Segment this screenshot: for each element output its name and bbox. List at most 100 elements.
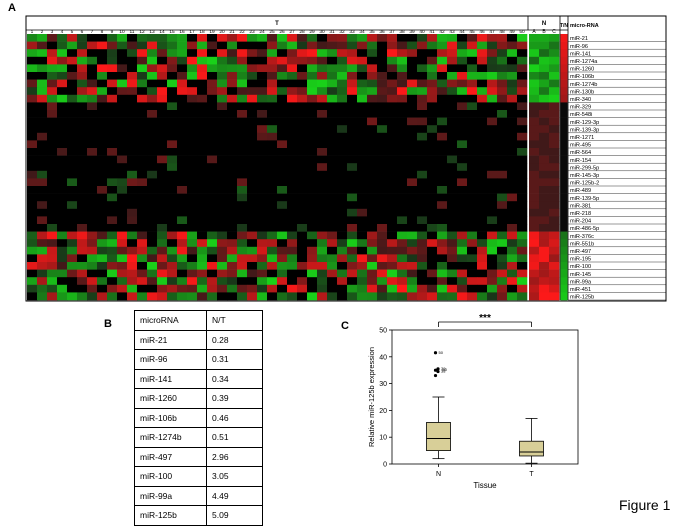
heatmap-cell-normal (539, 72, 550, 80)
heatmap-cell (357, 277, 368, 286)
heatmap-cell (107, 72, 118, 80)
heatmap-cell (77, 64, 88, 73)
heatmap-cell (227, 117, 238, 126)
heatmap-cell (487, 269, 498, 278)
heatmap-cell (67, 208, 78, 217)
heatmap-cell (197, 148, 208, 156)
heatmap-cell-normal (549, 64, 560, 73)
heatmap-cell (387, 216, 398, 225)
heatmap-cell (477, 155, 488, 164)
heatmap-cell (257, 224, 268, 232)
heatmap-cell (467, 163, 478, 172)
heatmap-cell (427, 72, 438, 80)
heatmap-cell (347, 254, 358, 263)
ratio-cell: 0.46 (206, 407, 263, 428)
heatmap-cell (67, 201, 78, 210)
heatmap-cell (77, 216, 88, 225)
heatmap-cell (307, 246, 318, 255)
heatmap-cell (47, 132, 58, 141)
heatmap-cell (267, 132, 278, 141)
heatmap-cell (97, 41, 108, 50)
heatmap-cell (197, 292, 208, 301)
heatmap-cell (357, 284, 368, 293)
heatmap-cell-normal (529, 87, 540, 96)
heatmap-cell (177, 79, 188, 88)
heatmap-cell (457, 125, 468, 134)
heatmap-cell (137, 132, 148, 141)
heatmap-cell (207, 148, 218, 156)
heatmap-cell (77, 56, 88, 65)
heatmap-cell (27, 246, 38, 255)
heatmap-cell (67, 155, 78, 164)
heatmap-cell (217, 269, 228, 278)
heatmap-cell (317, 34, 328, 42)
heatmap-cell (397, 163, 408, 172)
heatmap-cell (117, 269, 128, 278)
heatmap-cell (467, 277, 478, 286)
ratio-cell: 0.51 (206, 427, 263, 448)
heatmap-cell (477, 246, 488, 255)
heatmap-cell (117, 284, 128, 293)
heatmap-cell (387, 163, 398, 172)
heatmap-cell (337, 155, 348, 164)
heatmap-cell (157, 163, 168, 172)
heatmap-cell (327, 277, 338, 286)
heatmap-cell (297, 140, 308, 149)
heatmap-cell (107, 186, 118, 194)
tn-ratio-cell (560, 163, 568, 172)
mirna-label: miR-1274b (570, 82, 597, 88)
heatmap-cell (517, 110, 528, 118)
heatmap-cell (187, 72, 198, 80)
heatmap-cell (397, 87, 408, 96)
heatmap-cell-normal (549, 117, 560, 126)
table-header: microRNA N/T (134, 310, 263, 331)
heatmap-cell (207, 163, 218, 172)
heatmap-cell (387, 269, 398, 278)
heatmap-cell (197, 269, 208, 278)
heatmap-cell (507, 284, 518, 293)
heatmap-cell-normal (529, 94, 540, 103)
heatmap-cell (267, 110, 278, 118)
heatmap-cell (357, 224, 368, 232)
heatmap-cell (467, 49, 478, 58)
heatmap-cell (257, 269, 268, 278)
heatmap-cell (277, 79, 288, 88)
heatmap-cell (397, 178, 408, 187)
x-tick-label: N (436, 471, 441, 478)
heatmap-cell (187, 277, 198, 286)
tn-ratio-cell (560, 72, 568, 80)
heatmap-cell (137, 224, 148, 232)
heatmap-cell-normal (549, 292, 560, 301)
heatmap-cell (277, 224, 288, 232)
heatmap-cell (167, 94, 178, 103)
y-tick-label: 40 (379, 354, 387, 361)
heatmap-cell (247, 49, 258, 58)
heatmap-cell (147, 34, 158, 42)
heatmap-cell (497, 262, 508, 270)
heatmap-cell (37, 178, 48, 187)
heatmap-cell (487, 292, 498, 301)
heatmap-cell (47, 231, 58, 240)
heatmap-cell (237, 155, 248, 164)
mirna-cell: miR-99a (134, 485, 207, 506)
heatmap-cell (267, 178, 278, 187)
heatmap-cell (47, 284, 58, 293)
heatmap-cell (167, 170, 178, 179)
heatmap-cell (307, 49, 318, 58)
heatmap-cell (217, 224, 228, 232)
heatmap-cell (97, 292, 108, 301)
heatmap-cell (257, 231, 268, 240)
heatmap-cell (397, 72, 408, 80)
heatmap-cell (487, 34, 498, 42)
heatmap-cell (357, 94, 368, 103)
heatmap-cell (147, 284, 158, 293)
heatmap-cell (87, 72, 98, 80)
mirna-label: miR-381 (570, 203, 591, 209)
heatmap-cell (137, 110, 148, 118)
heatmap-cell (497, 56, 508, 65)
heatmap-cell (177, 292, 188, 301)
heatmap-cell (307, 224, 318, 232)
heatmap-cell (137, 262, 148, 270)
heatmap-cell (517, 72, 528, 80)
heatmap-cell (67, 216, 78, 225)
